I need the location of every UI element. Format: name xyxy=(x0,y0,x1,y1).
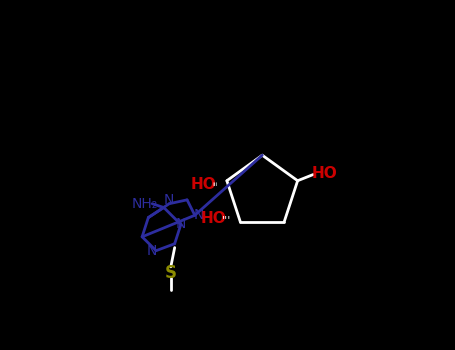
Text: HO: HO xyxy=(200,211,226,226)
Text: ''': ''' xyxy=(222,215,231,225)
Text: N: N xyxy=(193,208,204,222)
Text: N: N xyxy=(164,193,174,207)
Text: S: S xyxy=(165,264,177,282)
Text: N: N xyxy=(147,244,157,258)
Text: ᵢᵢᵢ: ᵢᵢᵢ xyxy=(212,178,218,188)
Text: HO: HO xyxy=(312,166,338,181)
Text: N: N xyxy=(176,217,186,231)
Text: HO: HO xyxy=(191,177,217,192)
Text: NH₂: NH₂ xyxy=(131,197,157,211)
